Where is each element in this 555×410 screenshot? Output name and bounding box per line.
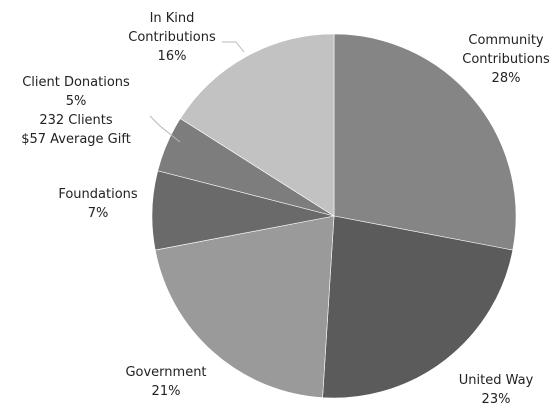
label-foundations-line-1: 7% bbox=[88, 206, 109, 221]
label-united-way-line-0: United Way bbox=[459, 373, 534, 388]
label-client-donations-line-1: 5% bbox=[66, 94, 87, 109]
leader-lines bbox=[149, 41, 245, 143]
slice-in-kind-contributions bbox=[179, 33, 335, 217]
label-in-kind-contributions-line-0: In Kind bbox=[150, 11, 195, 26]
label-in-kind-contributions-line-2: 16% bbox=[158, 49, 187, 64]
label-foundations: Foundations 7% bbox=[58, 187, 138, 221]
label-in-kind-contributions: In Kind Contributions 16% bbox=[128, 11, 216, 64]
label-community-contributions-line-1: Contributions bbox=[462, 52, 550, 67]
label-foundations-line-0: Foundations bbox=[58, 187, 138, 202]
leader-line-client-donations bbox=[149, 115, 181, 143]
label-client-donations-line-3: $57 Average Gift bbox=[21, 132, 131, 147]
label-community-contributions-line-0: Community bbox=[468, 33, 544, 48]
label-client-donations-line-2: 232 Clients bbox=[39, 113, 113, 128]
label-community-contributions: Community Contributions 28% bbox=[462, 33, 550, 86]
slice-government bbox=[154, 215, 335, 398]
leader-line-in-kind bbox=[222, 41, 245, 53]
slice-labels: Community Contributions 28% United Way 23% Go… bbox=[21, 11, 550, 407]
label-client-donations: Client Donations 5% 232 Clients $57 Average… bbox=[21, 75, 131, 147]
label-united-way-line-1: 23% bbox=[482, 392, 511, 407]
label-in-kind-contributions-line-1: Contributions bbox=[128, 30, 216, 45]
label-government-line-0: Government bbox=[125, 365, 206, 380]
label-client-donations-line-0: Client Donations bbox=[22, 75, 130, 90]
label-community-contributions-line-2: 28% bbox=[492, 71, 521, 86]
label-government: Government 21% bbox=[125, 365, 206, 399]
label-government-line-1: 21% bbox=[152, 384, 181, 399]
slice-united-way bbox=[322, 215, 514, 399]
pie-slices bbox=[151, 33, 517, 399]
slice-community-contributions bbox=[333, 33, 517, 251]
label-united-way: United Way 23% bbox=[459, 373, 534, 407]
